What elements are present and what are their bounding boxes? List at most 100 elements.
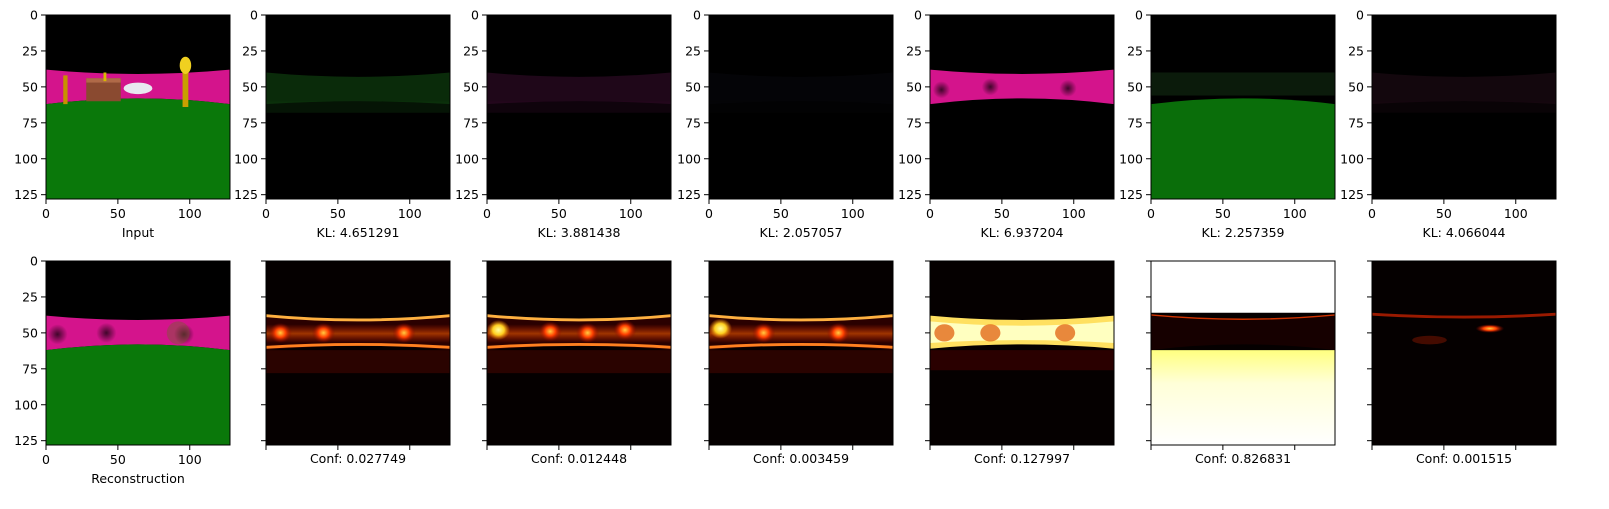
panel-bottom-3: Conf: 0.003459 [704, 260, 894, 466]
panel-caption: Conf: 0.001515 [1416, 451, 1512, 466]
y-tick-label: 100 [455, 151, 479, 166]
panel-caption: KL: 4.651291 [317, 225, 400, 240]
slot-faint-band [487, 72, 671, 105]
y-tick-label: 75 [22, 361, 38, 376]
y-tick-label: 25 [463, 43, 479, 58]
y-tick-label: 0 [250, 8, 258, 23]
y-tick-label: 100 [14, 397, 38, 412]
y-tick-label: 75 [463, 115, 479, 130]
panel-bottom-5: Conf: 0.826831 [1146, 260, 1336, 466]
y-tick-label: 75 [242, 115, 258, 130]
y-tick-label: 75 [685, 115, 701, 130]
x-tick-label: 50 [551, 206, 567, 221]
x-tick-label: 50 [994, 206, 1010, 221]
heat-top-edge [487, 314, 671, 322]
y-tick-label: 50 [22, 79, 38, 94]
x-tick-label: 0 [42, 452, 50, 467]
panel-caption: Conf: 0.027749 [310, 451, 406, 466]
slot-object-blur [1059, 79, 1077, 97]
heat-faint-floor [487, 350, 671, 374]
axes-frame [1371, 14, 1557, 200]
x-tick-label: 100 [178, 206, 202, 221]
lamp-object-right [182, 63, 189, 107]
x-tick-label: 50 [1215, 206, 1231, 221]
panel-bottom-2: Conf: 0.012448 [482, 260, 672, 466]
y-tick-label: 50 [685, 79, 701, 94]
heat-hotspot [312, 322, 335, 343]
axes-frame [45, 260, 231, 446]
object-blur [166, 321, 190, 345]
x-tick-label: 100 [178, 452, 202, 467]
x-tick-label: 0 [1368, 206, 1376, 221]
y-tick-label: 25 [22, 289, 38, 304]
panel-caption: KL: 2.057057 [760, 225, 843, 240]
x-tick-label: 100 [398, 206, 422, 221]
y-tick-label: 0 [30, 8, 38, 23]
slot-background [1372, 15, 1556, 199]
heat-hotspot [538, 321, 562, 342]
y-tick-label: 100 [234, 151, 258, 166]
x-tick-label: 50 [110, 452, 126, 467]
panel-top-4: 0 50 100 0 25 50 75 100 125 KL: 6.937204 [898, 8, 1115, 240]
panel-caption: Conf: 0.012448 [531, 451, 627, 466]
x-tick-label: 50 [110, 206, 126, 221]
y-tick-label: 75 [1348, 115, 1364, 130]
slot-faint-floor [1372, 101, 1556, 113]
y-tick-label: 25 [906, 43, 922, 58]
slot-object-blur [981, 78, 999, 96]
heat-edge-line [1372, 312, 1556, 319]
x-tick-label: 100 [1504, 206, 1528, 221]
slot-faint-band [266, 72, 450, 105]
x-tick-label: 50 [1436, 206, 1452, 221]
y-tick-label: 125 [898, 187, 922, 202]
y-tick-label: 125 [14, 433, 38, 448]
x-tick-label: 0 [42, 206, 50, 221]
y-tick-label: 25 [685, 43, 701, 58]
heat-bottom-edge [709, 342, 893, 349]
axes-frame [265, 260, 451, 446]
slot-faint-floor [709, 101, 893, 113]
x-tick-label: 0 [705, 206, 713, 221]
y-tick-label: 100 [14, 151, 38, 166]
floor-region [46, 344, 230, 445]
x-tick-label: 100 [1283, 206, 1307, 221]
heat-hotspot [709, 318, 732, 339]
x-tick-label: 100 [841, 206, 865, 221]
heat-object [1055, 324, 1076, 342]
heat-hotspot [1475, 324, 1505, 333]
y-tick-label: 0 [914, 8, 922, 23]
y-tick-label: 125 [14, 187, 38, 202]
x-tick-label: 0 [483, 206, 491, 221]
heat-hotspot [268, 322, 292, 343]
slot-faint-band [709, 72, 893, 105]
panel-bottom-6: Conf: 0.001515 [1367, 260, 1557, 466]
heat-dark-band [1151, 314, 1335, 351]
y-tick-label: 100 [1340, 151, 1364, 166]
x-tick-label: 0 [262, 206, 270, 221]
y-tick-label: 0 [30, 254, 38, 269]
axes-frame [1150, 260, 1336, 446]
box-object [86, 78, 121, 102]
heat-band-glow [709, 324, 893, 343]
heat-top-edge [709, 314, 893, 322]
axes-frame [708, 260, 894, 446]
heatmap-background [1372, 261, 1556, 445]
heat-object [980, 324, 1001, 342]
axes-frame [929, 14, 1115, 200]
x-tick-label: 100 [619, 206, 643, 221]
panel-top-5: 0 50 100 0 25 50 75 100 125 KL: 2.257359 [1119, 8, 1336, 240]
heat-hotspot [392, 322, 416, 343]
y-tick-label: 100 [898, 151, 922, 166]
object-blur [173, 324, 195, 345]
heat-faint-floor [266, 350, 450, 374]
slot-faint-band [1151, 72, 1335, 96]
heat-edge-line [1151, 314, 1335, 320]
panel-top-2: 0 50 100 0 25 50 75 100 125 KL: 3.881438 [455, 8, 672, 240]
heat-object [934, 324, 955, 342]
panel-caption: KL: 3.881438 [538, 225, 621, 240]
panel-caption: Input [122, 225, 154, 240]
heat-bottom-edge [487, 342, 671, 349]
slot-faint-band [1372, 72, 1556, 105]
y-tick-label: 75 [906, 115, 922, 130]
